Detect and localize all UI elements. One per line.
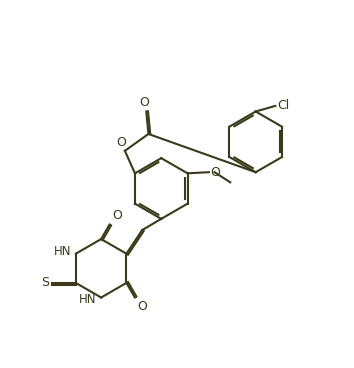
Text: O: O [137,300,147,313]
Text: O: O [116,135,126,149]
Text: S: S [41,276,49,289]
Text: O: O [112,209,122,222]
Text: HN: HN [54,245,71,258]
Text: HN: HN [79,293,97,306]
Text: O: O [139,96,149,109]
Text: Cl: Cl [277,99,289,112]
Text: O: O [211,166,221,179]
